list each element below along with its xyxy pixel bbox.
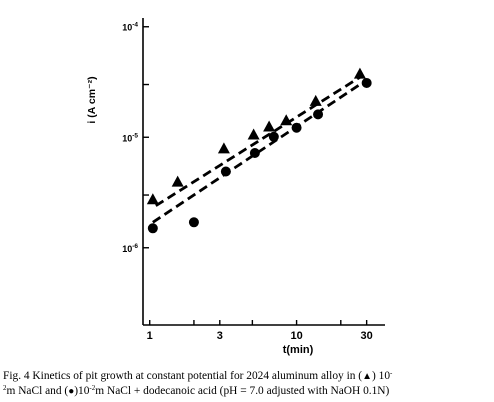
caption-superscript-1: - (390, 369, 393, 377)
x-tick-label-6: 30 (361, 330, 373, 342)
x-axis-label: t(min) (283, 344, 314, 356)
figure-caption: Fig. 4 Kinetics of pit growth at constan… (3, 369, 491, 399)
circle-point-0 (147, 223, 158, 234)
circle-point-3 (249, 148, 260, 159)
circle-symbol-icon: ● (68, 386, 75, 397)
circle-point-7 (361, 77, 372, 88)
caption-text-3: m NaCl and ( (6, 385, 69, 397)
x-tick-label-0: 1 (147, 330, 153, 342)
y-axis-label: i (A cm⁻²) (86, 76, 98, 123)
fit-lines (152, 74, 364, 224)
circle-point-2 (220, 166, 231, 177)
caption-superscript-3: -2 (89, 384, 96, 392)
caption-superscript-2: 2 (3, 384, 7, 392)
circle-point-6 (313, 109, 324, 120)
axis-ticks: 1 3 10 30 10-4 10-5 10-6 (122, 22, 373, 342)
caption-text-2: ) 10 (371, 370, 391, 382)
triangle-symbol-icon: ▲ (362, 371, 372, 382)
caption-text-1: Fig. 4 Kinetics of pit growth at constan… (3, 370, 363, 382)
fit-line-triangle (155, 74, 363, 207)
circle-point-5 (291, 122, 302, 133)
triangle-point-3 (247, 128, 260, 140)
axes (142, 18, 385, 326)
triangle-point-2 (217, 142, 230, 154)
triangle-point-0 (146, 193, 159, 205)
x-tick-label-4: 10 (290, 330, 302, 342)
y-tick-label-2: 10-5 (122, 132, 138, 143)
triangle-point-1 (171, 175, 184, 187)
circle-point-4 (268, 131, 279, 142)
y-tick-label-4: 10-6 (122, 243, 138, 254)
data-points (146, 67, 372, 234)
circle-point-1 (188, 217, 199, 228)
y-tick-label-0: 10-4 (122, 22, 138, 33)
pit-growth-chart: 1 3 10 30 10-4 10-5 10-6 t(min) i (A cm⁻²) (86, 18, 385, 356)
triangle-point-6 (309, 94, 322, 106)
x-tick-label-2: 3 (217, 330, 223, 342)
triangle-point-5 (280, 114, 293, 126)
triangle-point-4 (263, 120, 276, 132)
triangle-point-7 (353, 67, 366, 79)
caption-text-4: )10 (74, 385, 90, 397)
caption-text-5: m NaCl + dodecanoic acid (pH = 7.0 adjus… (95, 385, 390, 397)
axis-labels: t(min) i (A cm⁻²) (86, 76, 314, 356)
